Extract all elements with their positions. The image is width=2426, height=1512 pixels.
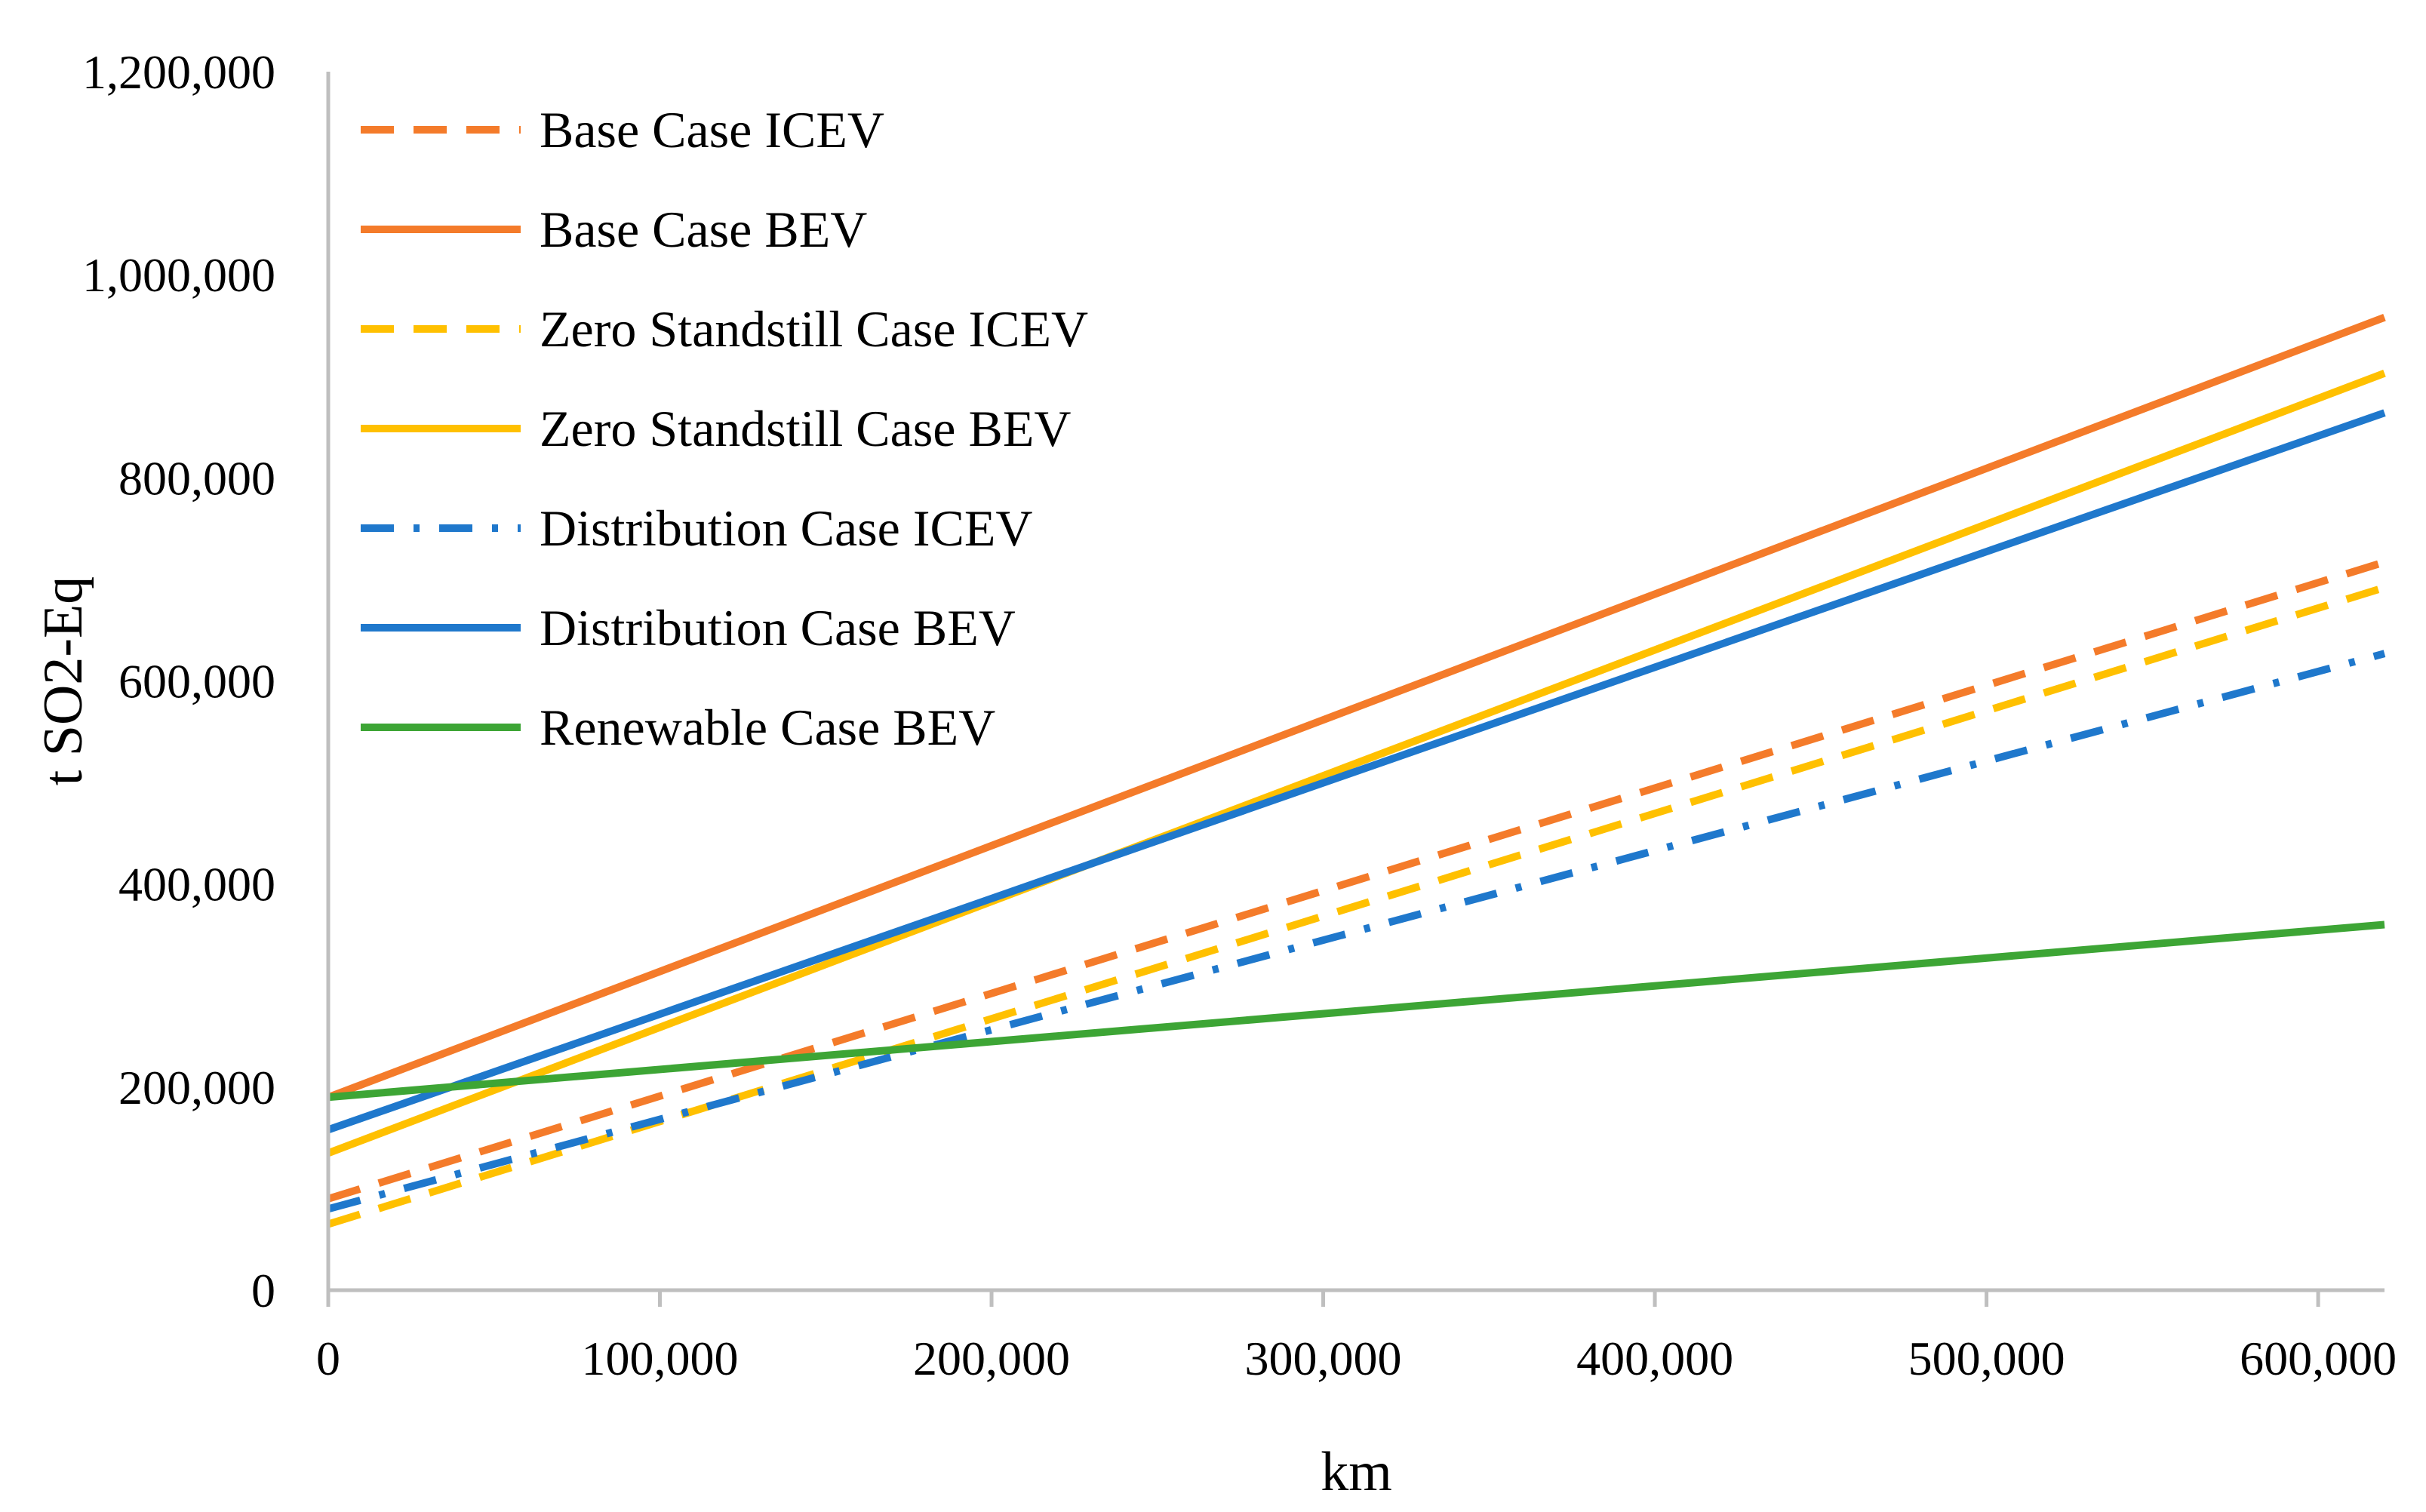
y-tick-label: 0 xyxy=(251,1264,275,1317)
x-tick-label: 0 xyxy=(316,1332,340,1385)
legend-label-zero-standstill-case-bev: Zero Standstill Case BEV xyxy=(540,400,1071,457)
legend-label-renewable-case-bev: Renewable Case BEV xyxy=(540,699,995,756)
plot-lines xyxy=(327,314,2386,1228)
y-tick-label: 400,000 xyxy=(118,858,275,911)
series-line-base-case-bev xyxy=(327,314,2386,1101)
y-tick-label: 800,000 xyxy=(118,451,275,505)
y-tick-label: 200,000 xyxy=(118,1061,275,1114)
x-tick-label: 500,000 xyxy=(1908,1332,2065,1385)
legend: Base Case ICEV Base Case BEV Zero Standsti… xyxy=(361,101,1088,756)
y-ticks: 0 200,000 400,000 600,000 800,000 1,000,000 1,… xyxy=(82,45,275,1317)
y-tick-label: 1,200,000 xyxy=(82,45,275,99)
legend-label-distribution-case-icev: Distribution Case ICEV xyxy=(540,499,1033,557)
x-tick-label: 200,000 xyxy=(913,1332,1070,1385)
x-tick-label: 300,000 xyxy=(1245,1332,1402,1385)
y-tick-label: 600,000 xyxy=(118,655,275,708)
x-tick-label: 400,000 xyxy=(1576,1332,1733,1385)
series-line-zero-standstill-case-bev xyxy=(327,370,2386,1157)
x-ticks: 0 100,000 200,000 300,000 400,000 500,000 600,… xyxy=(316,1290,2397,1385)
legend-label-distribution-case-bev: Distribution Case BEV xyxy=(540,599,1016,656)
series-line-distribution-case-bev xyxy=(327,409,2386,1134)
x-axis-title: km xyxy=(1321,1441,1392,1503)
series-line-base-case-icev xyxy=(327,558,2386,1203)
legend-label-base-case-icev: Base Case ICEV xyxy=(540,101,884,158)
y-axis-title: t SO2-Eq xyxy=(32,576,94,786)
series-line-zero-standstill-case-icev xyxy=(327,583,2386,1228)
legend-label-zero-standstill-case-icev: Zero Standstill Case ICEV xyxy=(540,300,1088,358)
x-tick-label: 100,000 xyxy=(582,1332,739,1385)
legend-label-base-case-bev: Base Case BEV xyxy=(540,201,867,258)
series-line-renewable-case-bev xyxy=(327,920,2385,1102)
y-tick-label: 1,000,000 xyxy=(82,248,275,302)
x-tick-label: 600,000 xyxy=(2240,1332,2397,1385)
